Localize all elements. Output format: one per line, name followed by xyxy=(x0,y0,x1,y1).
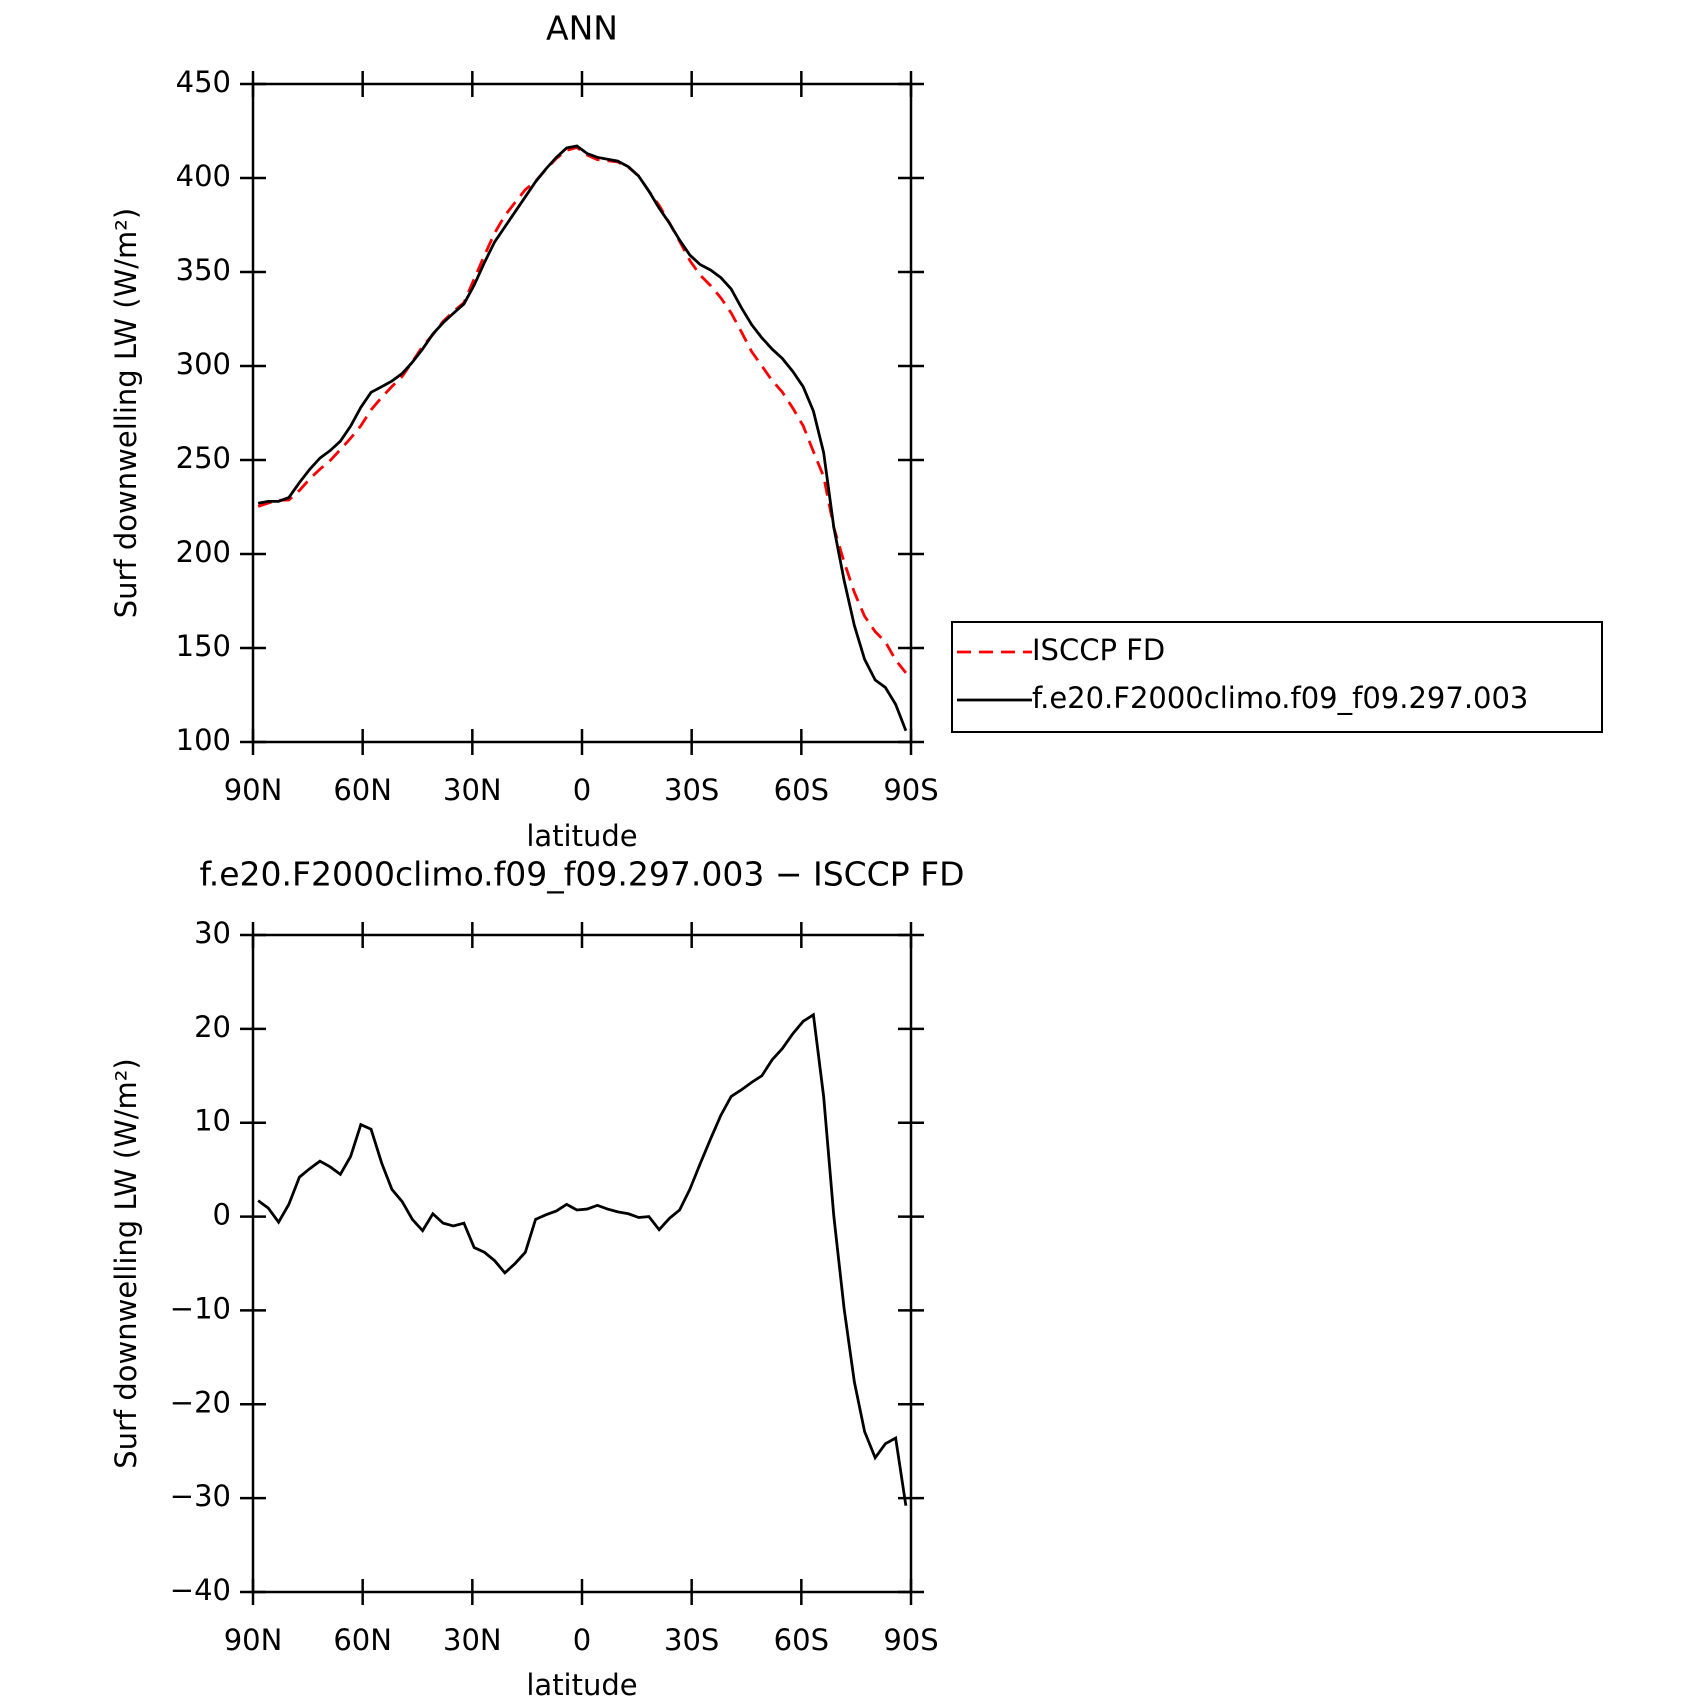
y-axis-label: Surf downwelling LW (W/m²) xyxy=(109,208,143,618)
data-line xyxy=(257,144,908,732)
x-tick-label: 30N xyxy=(443,1623,502,1657)
data-line xyxy=(257,145,907,674)
y-axis-label: Surf downwelling LW (W/m²) xyxy=(109,1058,143,1468)
y-tick-label: 0 xyxy=(213,1198,231,1232)
y-tick-label: 150 xyxy=(176,629,231,663)
y-tick-label: 450 xyxy=(176,65,231,99)
x-tick-label: 30S xyxy=(664,1623,719,1657)
x-tick-label: 0 xyxy=(573,1623,591,1657)
plot-frame xyxy=(251,82,913,744)
y-tick-label: −20 xyxy=(170,1385,231,1419)
y-tick-label: 300 xyxy=(176,347,231,381)
x-tick-label: 30N xyxy=(443,773,502,807)
legend-box xyxy=(951,621,1603,733)
chart-title: f.e20.F2000climo.f09_f09.297.003 − ISCCP… xyxy=(199,855,964,894)
plot-frame xyxy=(251,933,913,1594)
x-axis-label: latitude xyxy=(526,819,637,853)
y-tick-label: −40 xyxy=(170,1573,231,1607)
y-tick-label: 20 xyxy=(194,1010,231,1044)
y-tick-label: 350 xyxy=(176,253,231,287)
x-tick-label: 90N xyxy=(224,1623,283,1657)
y-tick-label: 30 xyxy=(194,916,231,950)
chart-title: ANN xyxy=(546,9,618,48)
x-tick-label: 90S xyxy=(883,773,938,807)
x-tick-label: 60N xyxy=(333,1623,392,1657)
y-tick-label: 10 xyxy=(194,1104,231,1138)
y-tick-label: −10 xyxy=(170,1291,231,1325)
y-tick-label: 200 xyxy=(176,535,231,569)
y-tick-label: 250 xyxy=(176,441,231,475)
y-tick-label: 100 xyxy=(176,723,231,757)
legend-label: ISCCP FD xyxy=(1032,633,1165,667)
y-tick-label: 400 xyxy=(176,159,231,193)
x-tick-label: 90N xyxy=(224,773,283,807)
x-tick-label: 90S xyxy=(883,1623,938,1657)
y-tick-label: −30 xyxy=(170,1479,231,1513)
data-line xyxy=(257,1012,908,1506)
x-axis-label: latitude xyxy=(526,1668,637,1702)
x-tick-label: 30S xyxy=(664,773,719,807)
x-tick-label: 0 xyxy=(573,773,591,807)
x-tick-label: 60N xyxy=(333,773,392,807)
x-tick-label: 60S xyxy=(774,773,829,807)
x-tick-label: 60S xyxy=(774,1623,829,1657)
legend-label: f.e20.F2000climo.f09_f09.297.003 xyxy=(1032,681,1528,715)
